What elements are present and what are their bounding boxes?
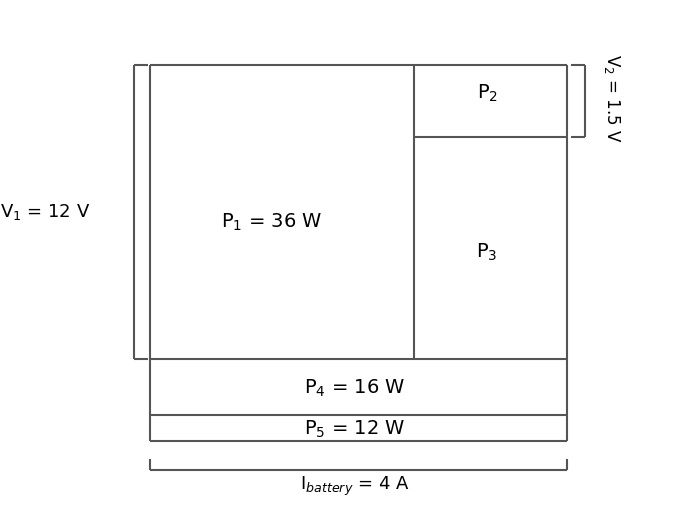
Text: I$_{battery}$ = 4 A: I$_{battery}$ = 4 A (300, 475, 410, 497)
Text: P$_4$ = 16 W: P$_4$ = 16 W (304, 377, 406, 399)
Text: P$_2$: P$_2$ (477, 82, 498, 104)
Text: V$_1$ = 12 V: V$_1$ = 12 V (0, 202, 90, 221)
Text: P$_1$ = 36 W: P$_1$ = 36 W (221, 211, 322, 233)
Text: P$_3$: P$_3$ (477, 242, 498, 264)
Text: P$_5$ = 12 W: P$_5$ = 12 W (304, 418, 406, 440)
Text: V$_2$ = 1.5 V: V$_2$ = 1.5 V (603, 54, 622, 142)
